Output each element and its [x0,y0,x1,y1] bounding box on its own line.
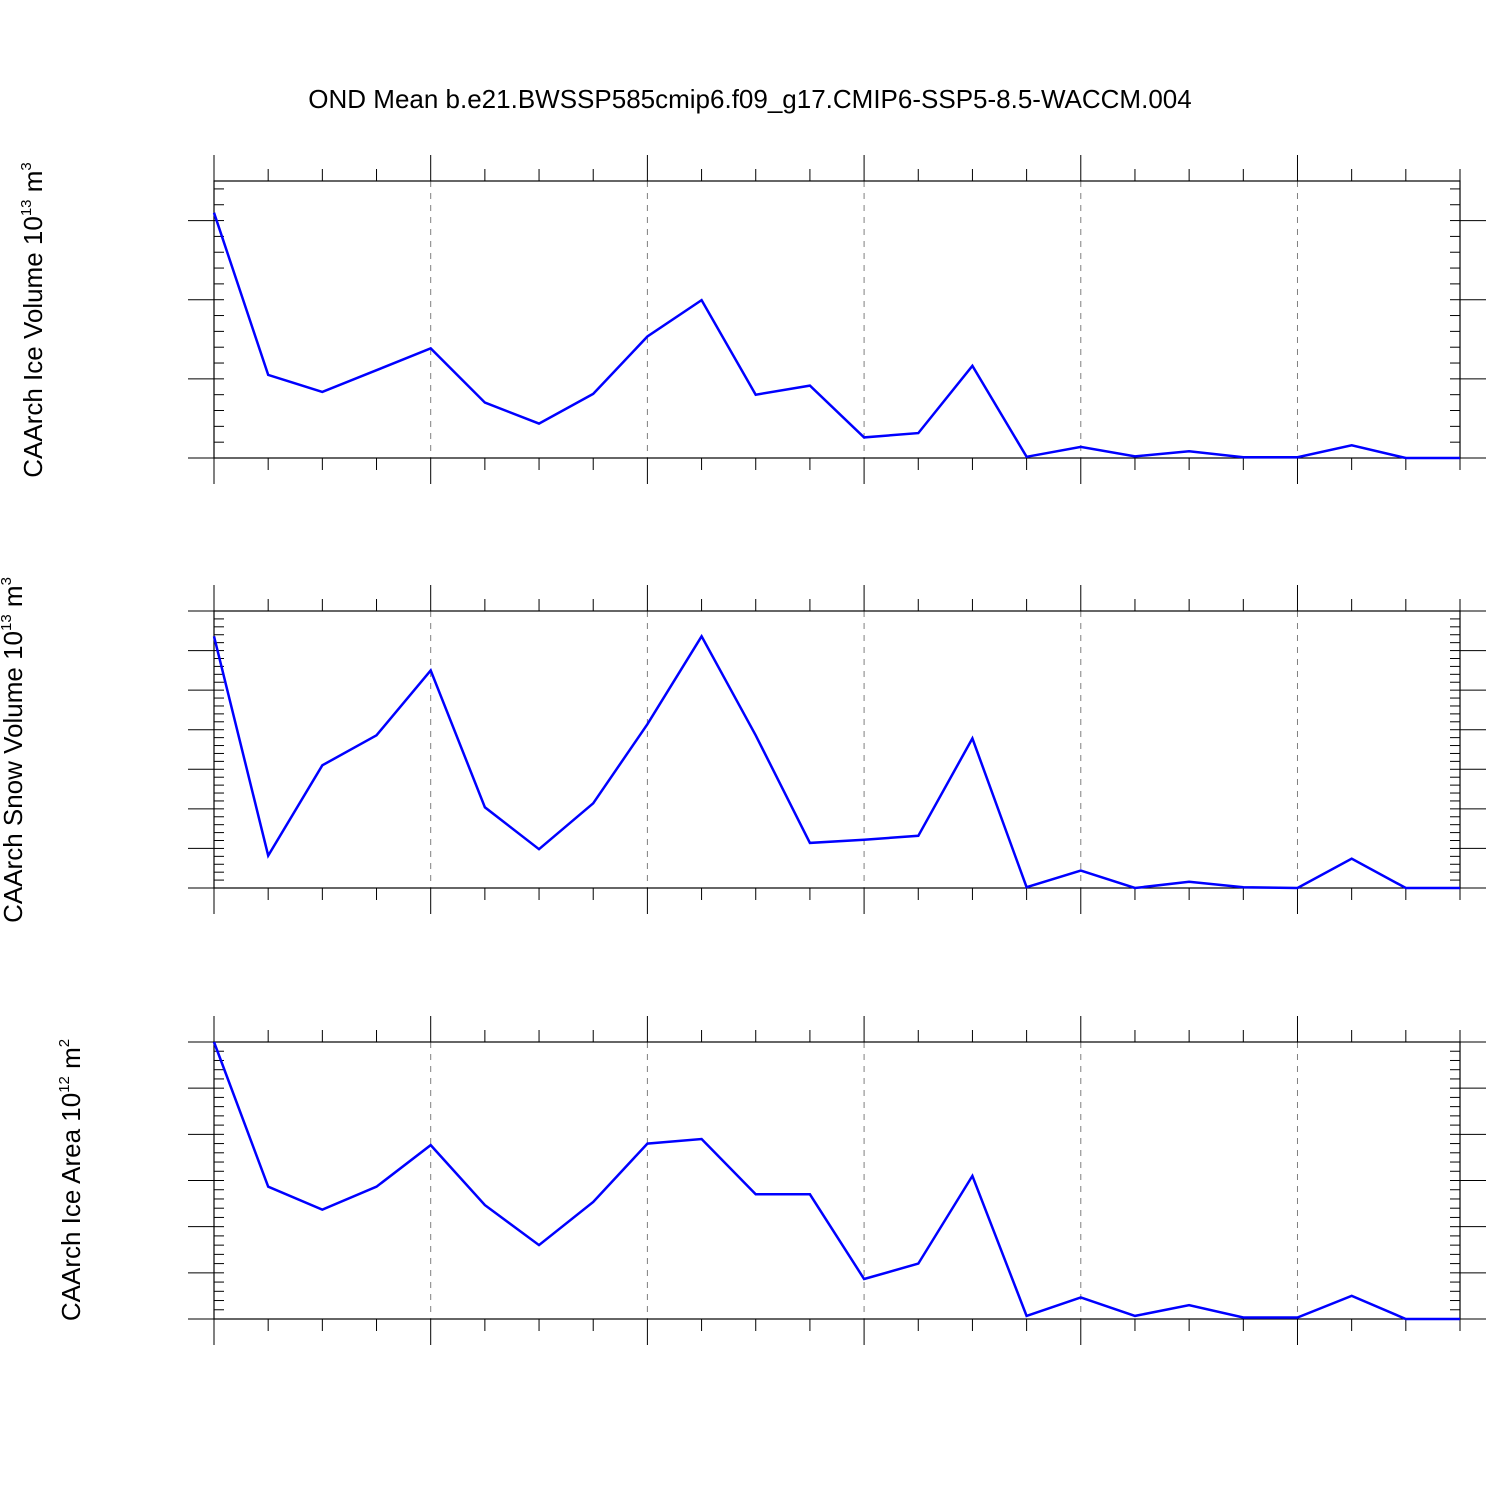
y-axis-title-part: CAArch Ice Volume 10 [18,216,48,478]
y-axis-title: CAArch Snow Volume 1013 m3 [0,577,28,923]
y-axis-title-superscript: 12 [56,1076,73,1093]
series-line [212,633,1460,890]
chart-panel-1: CAArch Ice Volume 1013 m3 [18,155,1486,484]
y-axis-title-superscript: 3 [0,577,15,585]
y-axis-title-part: CAArch Snow Volume 10 [0,631,28,923]
y-axis-title-part: m [56,1047,86,1076]
y-axis-title-superscript: 2 [56,1039,73,1047]
y-axis-title-part: CAArch Ice Area 10 [56,1093,86,1321]
series-line [212,1041,1460,1321]
y-axis-title: CAArch Ice Area 1012 m2 [56,1039,86,1321]
plot-frame [213,180,1461,459]
series-line [212,212,1460,460]
y-axis-title-part: m [18,171,48,200]
y-axis-title-superscript: 13 [18,199,35,216]
y-axis-title-part: m [0,585,28,614]
y-axis-title-superscript: 3 [18,162,35,170]
page-title: OND Mean b.e21.BWSSP585cmip6.f09_g17.CMI… [308,84,1191,114]
plot-frame [213,610,1461,889]
chart-panel-3: CAArch Ice Area 1012 m2 [56,1016,1486,1345]
plot-frame [213,1041,1461,1320]
y-axis-title-superscript: 13 [0,614,15,631]
y-axis-title: CAArch Ice Volume 1013 m3 [18,162,48,478]
chart-panel-2: CAArch Snow Volume 1013 m3 [0,577,1486,923]
